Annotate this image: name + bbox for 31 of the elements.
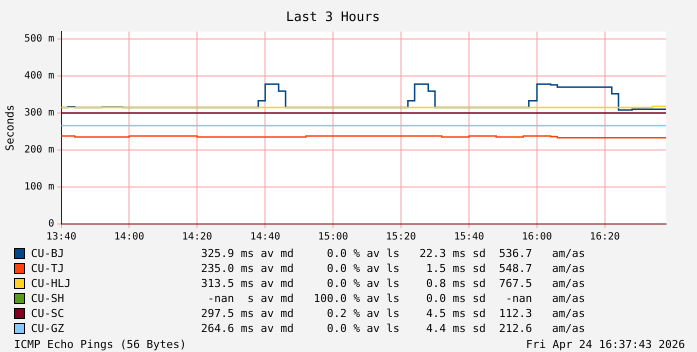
y-tick-label: 0 <box>48 218 54 230</box>
legend-label: CU-BJ <box>31 247 66 260</box>
legend-label: CU-GZ <box>31 322 66 335</box>
y-tick-label: 400 m <box>24 70 54 82</box>
x-tick-label: 14:00 <box>114 232 144 243</box>
x-tick-label: 14:20 <box>182 232 212 243</box>
legend-label: CU-SH <box>31 292 66 305</box>
x-tick-label: 13:40 <box>46 232 76 243</box>
x-tick-label: 15:40 <box>454 232 484 243</box>
text: Fri Apr 24 16:37:43 2026 <box>526 338 685 351</box>
y-tick-label: 300 m <box>24 108 54 119</box>
text: 297.5 ms av md 0.2 % av ls 4.5 ms sd 112.3 am/as <box>201 307 586 320</box>
legend-label: CU-TJ <box>31 262 66 275</box>
text: ICMP Echo Pings (56 Bytes) <box>14 338 186 351</box>
legend-label: CU-HLJ <box>31 277 72 290</box>
x-tick-label: 15:20 <box>386 232 416 243</box>
y-axis-title: Seconds <box>3 104 16 151</box>
text: 235.0 ms av md 0.0 % av ls 1.5 ms sd 548.7 am/as <box>201 262 586 275</box>
x-tick-label: 16:00 <box>522 232 552 243</box>
chart-title: Last 3 Hours <box>286 10 380 26</box>
text: 325.9 ms av md 0.0 % av ls 22.3 ms sd 536.7 am/as <box>201 247 586 260</box>
y-tick-label: 200 m <box>24 144 54 156</box>
text: -nan s av md 100.0 % av ls 0.0 ms sd -nan am/as <box>206 292 586 305</box>
x-tick-label: 16:20 <box>590 232 620 243</box>
y-tick-label: 100 m <box>24 182 54 193</box>
text: 264.6 ms av md 0.0 % av ls 4.4 ms sd 212.6 am/as <box>201 322 586 335</box>
x-tick-label: 14:40 <box>250 232 280 243</box>
x-tick-label: 15:00 <box>318 232 348 243</box>
text: 313.5 ms av md 0.0 % av ls 0.8 ms sd 767.5 am/as <box>201 277 586 290</box>
legend-label: CU-SC <box>31 307 66 320</box>
y-tick-label: 500 m <box>24 34 54 45</box>
